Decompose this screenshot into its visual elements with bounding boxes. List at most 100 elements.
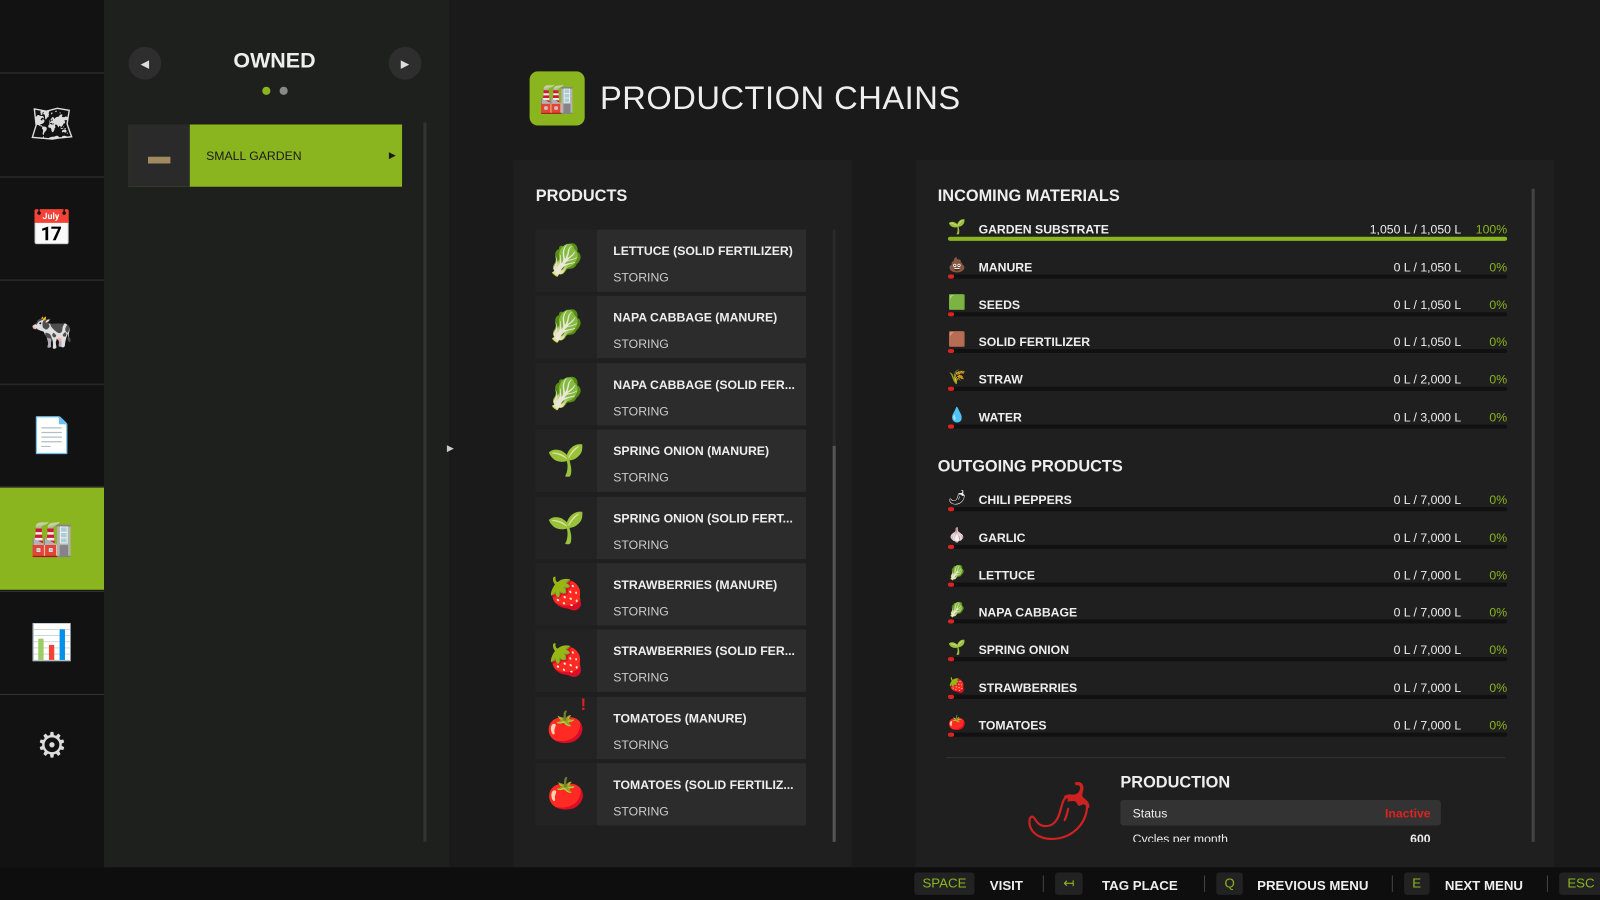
product-item[interactable]: 🥬 LETTUCE (SOLID FERTILIZER) STORING bbox=[535, 229, 807, 292]
footer-action-visit[interactable]: VISIT bbox=[989, 877, 1023, 893]
cycles-row: Cycles per month 600 bbox=[1120, 832, 1440, 842]
page-dot-1[interactable] bbox=[262, 86, 271, 95]
material-row: 💩 MANURE 0 L / 1,050 L 0% bbox=[946, 256, 1508, 291]
product-status: STORING bbox=[613, 470, 669, 485]
material-amount: 0 L / 1,050 L bbox=[1393, 335, 1462, 350]
nav-item-calendar[interactable]: 📅 bbox=[0, 176, 105, 279]
product-icon: 🌱 bbox=[535, 429, 597, 493]
material-name: SOLID FERTILIZER bbox=[978, 335, 1091, 350]
product-icon: 🍓 bbox=[535, 629, 597, 693]
footer-action-next-menu[interactable]: NEXT MENU bbox=[1444, 877, 1524, 893]
material-icon: 🧄 bbox=[947, 526, 966, 543]
sidebar-scrollbar[interactable] bbox=[423, 122, 427, 842]
collapse-arrow-icon[interactable]: ▶ bbox=[446, 442, 454, 454]
material-row: 🟫 SOLID FERTILIZER 0 L / 1,050 L 0% bbox=[946, 331, 1508, 366]
fill-level-bar bbox=[947, 311, 1508, 316]
product-icon: 🍅! bbox=[535, 696, 597, 759]
material-percent: 0% bbox=[1489, 259, 1508, 275]
cycles-value: 600 bbox=[1410, 831, 1431, 842]
fill-level-bar bbox=[947, 236, 1508, 241]
material-row: 🟩 SEEDS 0 L / 1,050 L 0% bbox=[946, 293, 1508, 329]
fill-level-bar bbox=[947, 274, 1508, 279]
sidebar-item-small-garden[interactable]: ▬ SMALL GARDEN ▶ bbox=[128, 124, 403, 187]
material-name: GARLIC bbox=[978, 530, 1026, 545]
garden-thumbnail: ▬ bbox=[128, 124, 190, 187]
material-name: LETTUCE bbox=[978, 567, 1036, 583]
product-glyph: 🍓 bbox=[547, 577, 586, 612]
divider bbox=[1391, 875, 1393, 892]
footer-action-previous-menu[interactable]: PREVIOUS MENU bbox=[1257, 877, 1369, 893]
material-row: 🥬 NAPA CABBAGE 0 L / 7,000 L 0% bbox=[946, 601, 1508, 636]
product-icon: 🥬 bbox=[535, 229, 597, 292]
product-item[interactable]: 🥬 NAPA CABBAGE (SOLID FER... STORING bbox=[535, 363, 807, 426]
fill-level-bar bbox=[947, 349, 1508, 354]
fill-level-bar bbox=[947, 732, 1508, 737]
material-icon: 🍅 bbox=[947, 714, 966, 731]
material-icon: 💧 bbox=[947, 406, 966, 423]
calendar-icon: 📅 bbox=[30, 208, 74, 248]
key-hint: SPACE bbox=[914, 872, 975, 895]
key-hint: Q bbox=[1216, 872, 1243, 895]
material-amount: 0 L / 7,000 L bbox=[1393, 530, 1462, 545]
statistics-icon: 📊 bbox=[30, 622, 74, 662]
product-item[interactable]: 🍅! TOMATOES (MANURE) STORING bbox=[535, 696, 807, 759]
material-percent: 0% bbox=[1489, 530, 1508, 545]
status-label: Status bbox=[1132, 806, 1168, 821]
empty-indicator bbox=[947, 386, 955, 392]
material-name: WATER bbox=[978, 410, 1022, 425]
product-name: STRAWBERRIES (MANURE) bbox=[613, 577, 778, 592]
product-item[interactable]: 🌱 SPRING ONION (SOLID FERT... STORING bbox=[535, 496, 807, 559]
material-icon: 🟩 bbox=[947, 293, 966, 310]
footer-action-tag-place[interactable]: TAG PLACE bbox=[1102, 877, 1178, 893]
material-percent: 0% bbox=[1489, 718, 1508, 733]
product-item[interactable]: 🌱 SPRING ONION (MANURE) STORING bbox=[535, 429, 807, 493]
product-glyph: 🥬 bbox=[547, 243, 586, 278]
product-status: STORING bbox=[613, 537, 669, 552]
incoming-header: INCOMING MATERIALS bbox=[937, 187, 1120, 206]
product-status: STORING bbox=[613, 737, 669, 752]
chevron-right-icon: ▶ bbox=[388, 149, 396, 161]
material-amount: 0 L / 3,000 L bbox=[1393, 410, 1462, 425]
material-icon: 🌶 bbox=[947, 488, 967, 506]
material-percent: 0% bbox=[1489, 297, 1508, 312]
prev-page-button[interactable]: ◀ bbox=[128, 46, 162, 80]
nav-item-production[interactable]: 🏭 bbox=[0, 486, 105, 590]
material-percent: 100% bbox=[1475, 222, 1508, 237]
page-dot-2[interactable] bbox=[279, 86, 288, 95]
divider bbox=[1042, 875, 1044, 892]
products-scrollbar[interactable] bbox=[832, 229, 836, 842]
material-percent: 0% bbox=[1489, 567, 1508, 583]
product-glyph: 🥬 bbox=[547, 377, 586, 412]
material-row: 🌱 GARDEN SUBSTRATE 1,050 L / 1,050 L 100% bbox=[946, 218, 1508, 253]
product-glyph: 🌱 bbox=[547, 510, 586, 545]
product-item[interactable]: 🍅 TOMATOES (SOLID FERTILIZ... STORING bbox=[535, 763, 807, 826]
material-name: GARDEN SUBSTRATE bbox=[978, 222, 1109, 237]
animals-icon: 🐄 bbox=[30, 312, 74, 352]
material-icon: 🥬 bbox=[947, 601, 966, 618]
product-name: SPRING ONION (SOLID FERT... bbox=[613, 510, 793, 526]
product-status: STORING bbox=[613, 670, 669, 686]
fill-level bbox=[947, 236, 1508, 241]
nav-item-contracts[interactable]: 📄 bbox=[0, 383, 105, 486]
product-item[interactable]: 🍓 STRAWBERRIES (SOLID FER... STORING bbox=[535, 629, 807, 693]
product-item[interactable]: 🍓 STRAWBERRIES (MANURE) STORING bbox=[535, 563, 807, 626]
fill-level-bar bbox=[947, 424, 1508, 429]
product-glyph: 🍅 bbox=[546, 711, 585, 745]
product-name: TOMATOES (SOLID FERTILIZ... bbox=[613, 777, 794, 793]
nav-item-settings[interactable]: ⚙ bbox=[0, 693, 105, 797]
product-name: TOMATOES (MANURE) bbox=[613, 711, 747, 726]
empty-indicator bbox=[947, 311, 955, 316]
next-page-button[interactable]: ▶ bbox=[388, 46, 422, 80]
map-icon: 🗺 bbox=[30, 105, 75, 144]
material-name: TOMATOES bbox=[978, 718, 1047, 733]
key-hint: E bbox=[1404, 872, 1430, 895]
fill-level-bar bbox=[947, 386, 1508, 392]
details-scrollbar[interactable] bbox=[1531, 188, 1535, 842]
fill-level-bar bbox=[947, 544, 1508, 549]
product-item[interactable]: 🥬 NAPA CABBAGE (MANURE) STORING bbox=[535, 296, 807, 359]
product-status: STORING bbox=[613, 270, 669, 285]
nav-item-statistics[interactable]: 📊 bbox=[0, 590, 105, 693]
divider bbox=[945, 757, 1506, 759]
nav-item-animals[interactable]: 🐄 bbox=[0, 279, 105, 383]
nav-item-map[interactable]: 🗺 bbox=[0, 72, 105, 175]
